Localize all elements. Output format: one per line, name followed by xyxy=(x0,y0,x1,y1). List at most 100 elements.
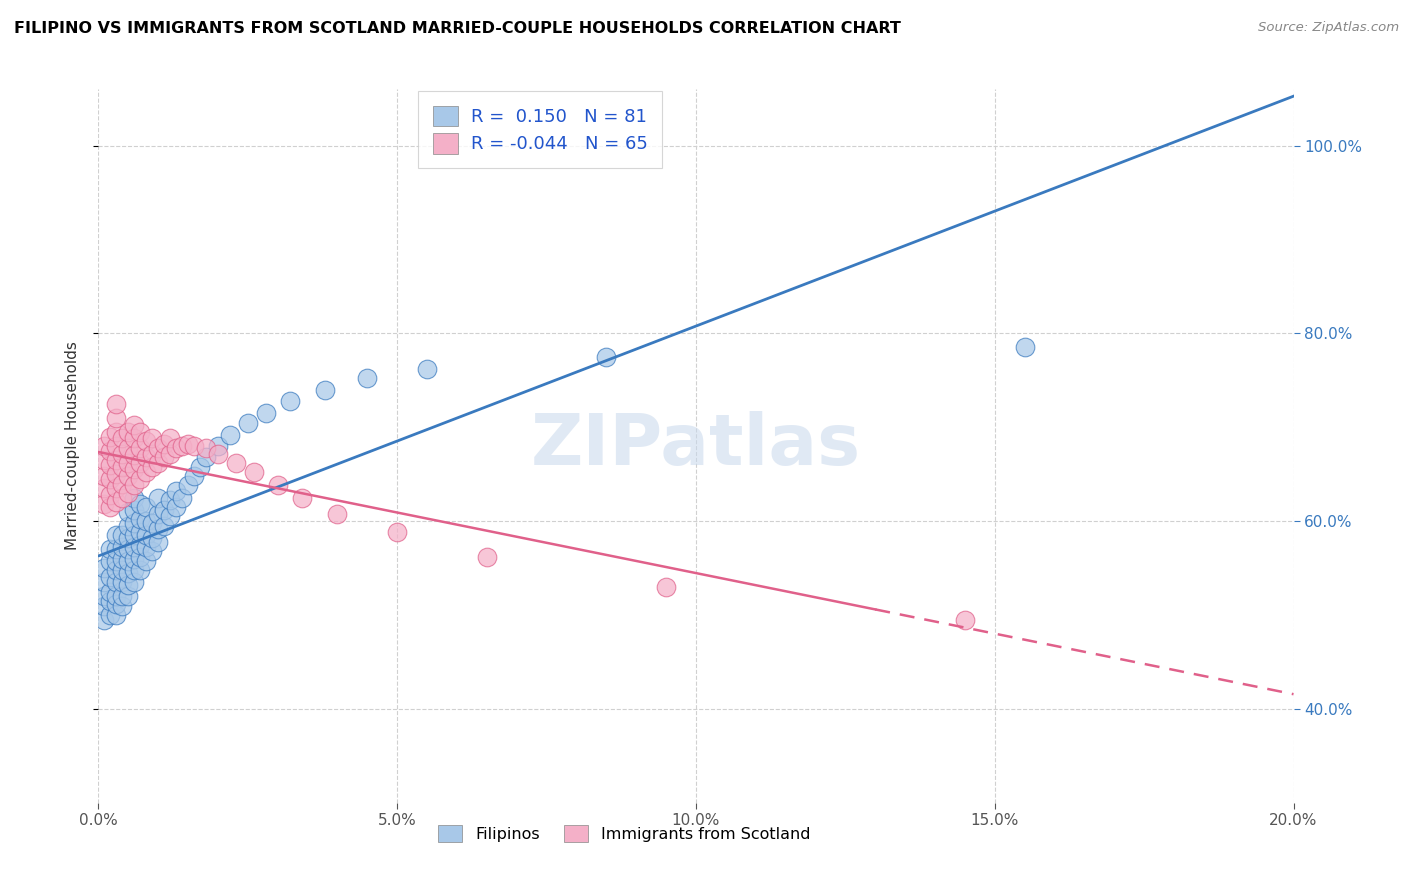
Point xyxy=(98,458,122,472)
Point xyxy=(117,542,139,557)
Point xyxy=(207,439,229,453)
Point xyxy=(129,425,152,439)
Point xyxy=(105,589,128,603)
Point xyxy=(105,425,128,439)
Point xyxy=(385,525,409,540)
Point xyxy=(135,541,157,555)
Point xyxy=(105,481,128,495)
Point xyxy=(172,491,194,505)
Point xyxy=(153,450,176,465)
Point xyxy=(159,509,181,524)
Point xyxy=(141,544,163,558)
Point xyxy=(117,441,139,455)
Point xyxy=(111,589,134,603)
Point xyxy=(135,514,157,528)
Point xyxy=(124,491,146,505)
Point xyxy=(159,446,181,460)
Point xyxy=(111,541,134,555)
Point xyxy=(117,486,139,500)
Point xyxy=(98,584,122,599)
Point xyxy=(129,563,152,577)
Point xyxy=(655,580,678,594)
Point xyxy=(124,541,146,555)
Point xyxy=(93,613,115,627)
Point xyxy=(159,493,181,508)
Point xyxy=(124,551,146,566)
Point xyxy=(124,503,146,517)
Point xyxy=(159,432,181,446)
Point xyxy=(165,441,187,455)
Point xyxy=(93,453,115,467)
Point xyxy=(254,406,277,420)
Point xyxy=(141,459,163,474)
Point xyxy=(148,534,170,549)
Point xyxy=(124,432,146,446)
Point xyxy=(148,522,170,536)
Point xyxy=(111,528,134,542)
Point xyxy=(177,437,200,451)
Point xyxy=(105,563,128,577)
Point xyxy=(124,563,146,577)
Point xyxy=(111,575,134,590)
Point xyxy=(111,491,134,505)
Point xyxy=(124,449,146,463)
Point xyxy=(236,416,259,430)
Point xyxy=(278,393,301,408)
Point xyxy=(141,516,163,530)
Point xyxy=(98,443,122,458)
Point xyxy=(207,446,229,460)
Point xyxy=(195,450,218,465)
Point xyxy=(475,549,498,564)
Point xyxy=(141,432,163,446)
Point xyxy=(243,465,266,479)
Point xyxy=(225,456,247,470)
Point xyxy=(177,478,200,492)
Point xyxy=(98,429,122,443)
Point xyxy=(105,397,128,411)
Point xyxy=(1014,340,1036,354)
Point xyxy=(153,503,176,517)
Point xyxy=(124,462,146,476)
Point xyxy=(111,563,134,577)
Text: FILIPINO VS IMMIGRANTS FROM SCOTLAND MARRIED-COUPLE HOUSEHOLDS CORRELATION CHART: FILIPINO VS IMMIGRANTS FROM SCOTLAND MAR… xyxy=(14,21,901,36)
Point xyxy=(195,441,218,455)
Point xyxy=(111,432,134,446)
Point xyxy=(124,516,146,530)
Point xyxy=(117,505,139,519)
Point xyxy=(326,507,349,521)
Point xyxy=(188,459,211,474)
Point xyxy=(105,575,128,590)
Point xyxy=(98,542,122,557)
Point xyxy=(117,518,139,533)
Point xyxy=(129,538,152,552)
Point xyxy=(129,456,152,470)
Point xyxy=(111,551,134,566)
Point xyxy=(105,467,128,482)
Point xyxy=(129,525,152,540)
Point xyxy=(129,549,152,564)
Point xyxy=(148,456,170,470)
Point xyxy=(98,570,122,584)
Legend: Filipinos, Immigrants from Scotland: Filipinos, Immigrants from Scotland xyxy=(432,819,817,848)
Text: ZIPatlas: ZIPatlas xyxy=(531,411,860,481)
Point xyxy=(111,599,134,613)
Point xyxy=(148,507,170,521)
Point xyxy=(953,613,976,627)
Point xyxy=(117,578,139,592)
Point xyxy=(93,575,115,590)
Point xyxy=(129,441,152,455)
Point xyxy=(315,383,337,397)
Point xyxy=(183,439,205,453)
Point xyxy=(291,491,314,505)
Point xyxy=(117,425,139,439)
Point xyxy=(98,500,122,514)
Text: Source: ZipAtlas.com: Source: ZipAtlas.com xyxy=(1258,21,1399,34)
Point xyxy=(356,371,378,385)
Point xyxy=(98,594,122,608)
Point xyxy=(93,481,115,495)
Point xyxy=(129,497,152,511)
Point xyxy=(117,566,139,580)
Point xyxy=(105,553,128,567)
Point xyxy=(105,453,128,467)
Point xyxy=(105,495,128,509)
